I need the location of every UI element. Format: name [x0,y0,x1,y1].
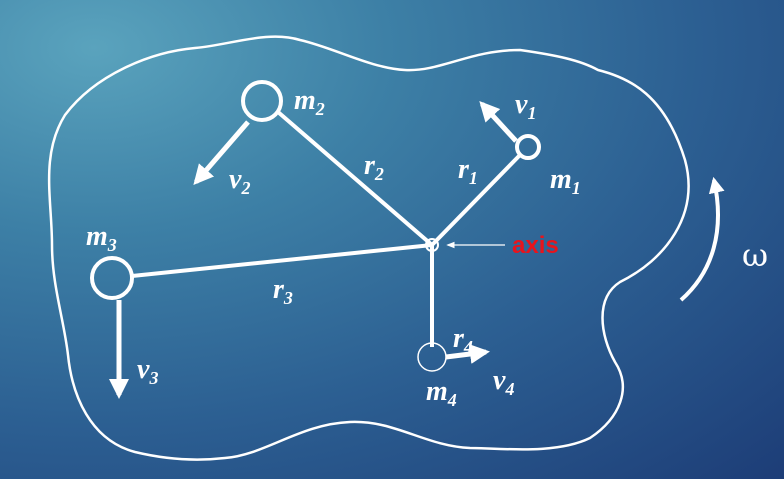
velocity-label-v2: v2 [229,164,250,198]
radius-label-r4: r4 [453,323,473,357]
angular-velocity-arrow [679,176,725,302]
rod-r3 [131,243,433,278]
mass-m3 [90,256,134,300]
mass-label-m4: m4 [426,376,457,410]
radius-label-r1: r1 [458,154,478,188]
rotation-axis-point [425,238,439,252]
rigid-body-outline [47,35,690,461]
rod-r1 [430,153,522,247]
radius-label-r3: r3 [273,274,293,308]
velocity-label-v4: v4 [493,365,514,399]
radius-label-r2: r2 [364,150,384,184]
velocity-arrow-v2 [193,120,250,186]
rod-r2 [276,110,434,247]
mass-m1 [515,134,541,160]
rotation-axis-dot [430,243,434,247]
velocity-arrow-v4 [445,344,490,364]
mass-label-m1: m1 [550,164,581,198]
velocity-label-v3: v3 [137,354,158,388]
mass-label-m3: m3 [86,221,117,255]
omega-label: ω [742,236,768,274]
mass-m2 [241,80,283,122]
mass-label-m2: m2 [294,85,325,119]
axis-label: axis [512,232,559,259]
velocity-label-v1: v1 [515,89,536,123]
mass-m4 [417,342,447,372]
velocity-arrow-v1 [479,101,518,143]
